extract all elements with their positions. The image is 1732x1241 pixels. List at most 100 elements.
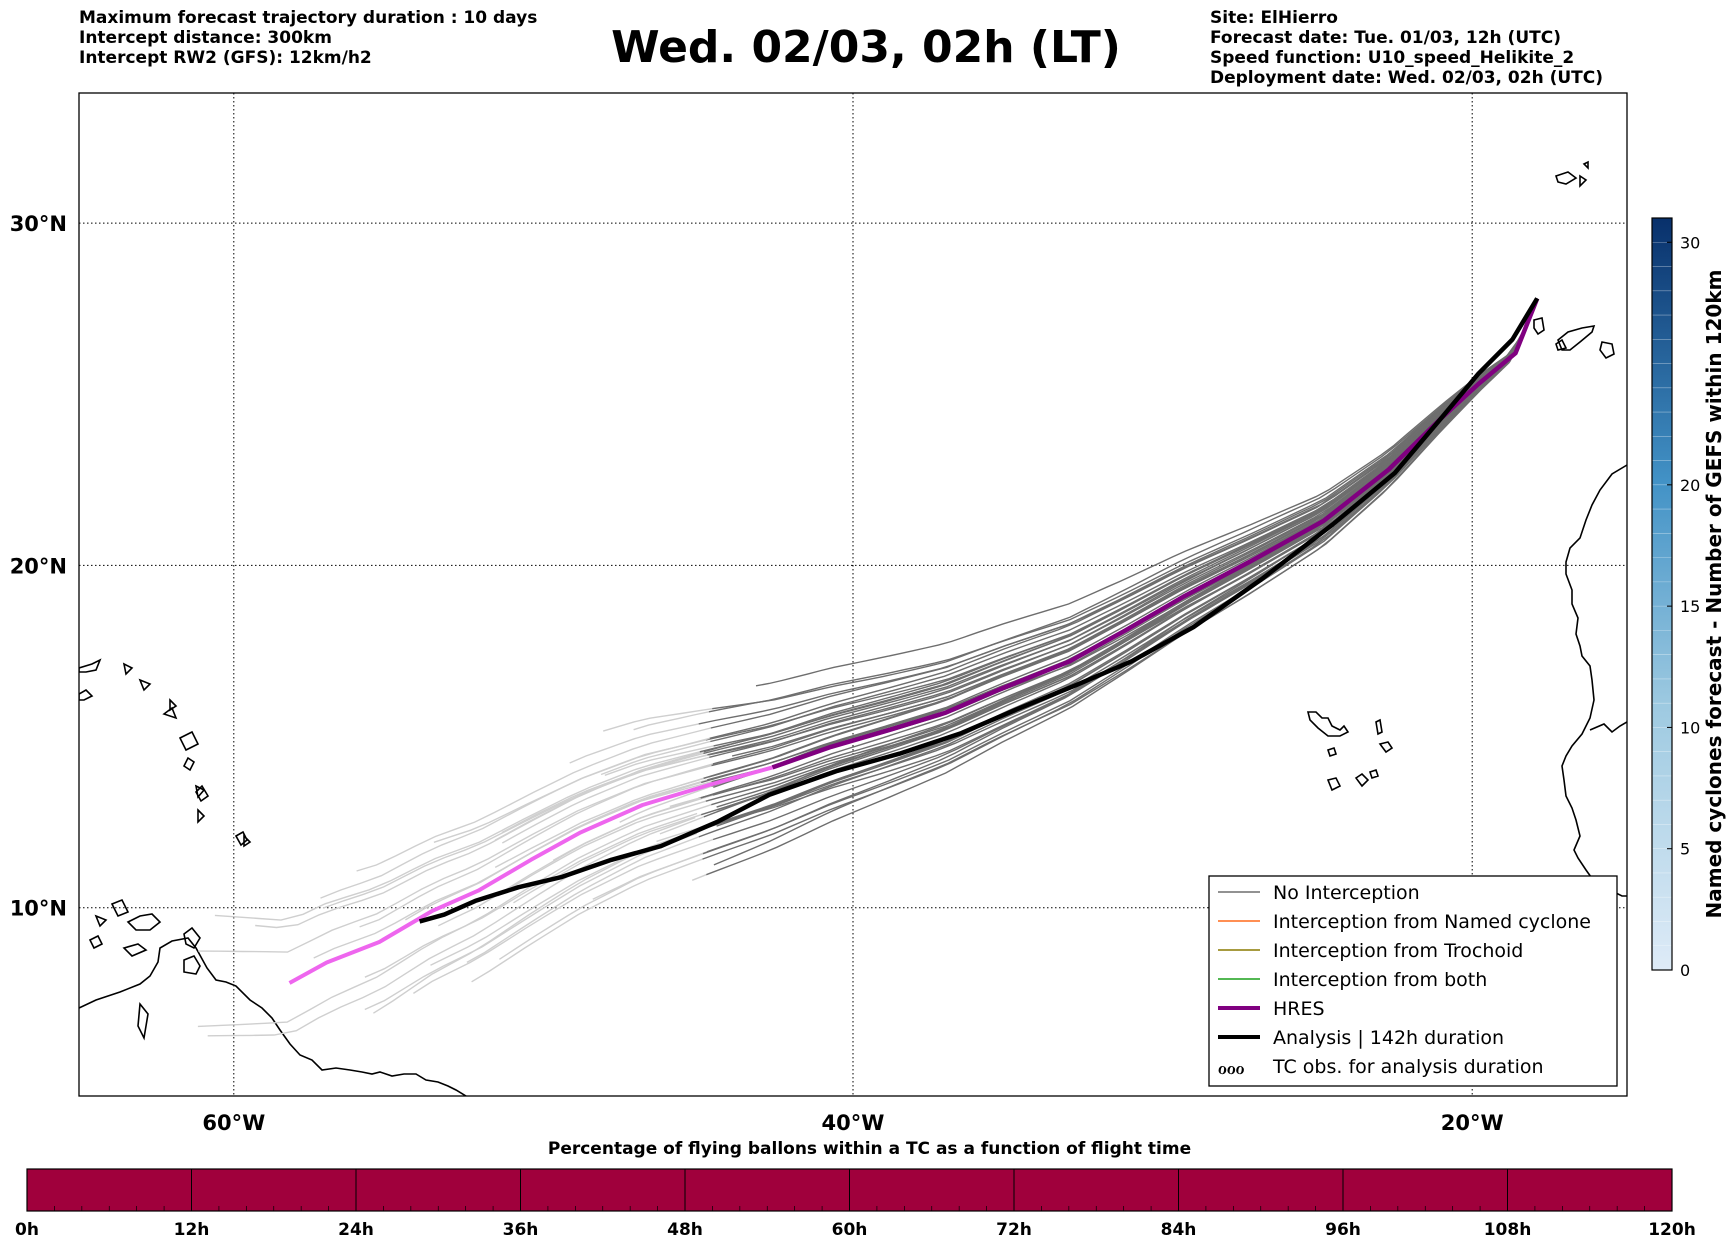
legend: No Interception Interception from Named c… — [1208, 875, 1618, 1087]
ensemble-trajectory-late — [619, 785, 712, 823]
flight-time-tick-label: 84h — [1161, 1220, 1197, 1240]
madeira-islands — [1554, 160, 1589, 188]
ensemble-trajectory-late — [471, 858, 703, 983]
legend-item: Analysis | 142h duration — [1218, 1027, 1504, 1049]
ensemble-trajectory-late — [255, 751, 705, 929]
flight-time-tick-label: 108h — [1484, 1220, 1532, 1240]
flight-time-tick-label: 48h — [667, 1220, 703, 1240]
flight-time-tick-label: 0h — [15, 1220, 39, 1240]
ensemble-trajectory-late — [313, 781, 702, 959]
intercept-distance-line: Intercept distance: 300km — [79, 28, 332, 48]
lat-tick-label: 20°N — [10, 554, 67, 578]
max-duration-line: Maximum forecast trajectory duration : 1… — [79, 8, 538, 28]
page-title: Wed. 02/03, 02h (LT) — [611, 22, 1121, 73]
caribbean-coast — [79, 937, 467, 1096]
ensemble-trajectory-late — [466, 836, 700, 964]
legend-item: ℴℴℴ TC obs. for analysis duration — [1218, 1056, 1544, 1079]
ensemble-trajectory — [755, 298, 1538, 687]
ensemble-trajectory — [711, 298, 1538, 767]
leeward-islands — [88, 898, 162, 1041]
flight-time-tick-label: 120h — [1648, 1220, 1696, 1240]
flight-time-tick-label: 96h — [1325, 1220, 1361, 1240]
lon-tick-label: 20°W — [1441, 1111, 1504, 1135]
colorbar-gradient — [1652, 218, 1672, 970]
colorbar-tick-label: 15 — [1680, 597, 1700, 616]
lon-tick-label: 60°W — [202, 1111, 265, 1135]
ensemble-trajectory-late — [214, 751, 700, 921]
ensemble-trajectory-late — [691, 874, 707, 881]
cape-verde-islands — [1306, 711, 1394, 792]
analysis-trajectory — [419, 297, 1540, 924]
map-frame — [78, 92, 1628, 1097]
legend-label: TC obs. for analysis duration — [1272, 1056, 1544, 1078]
hres-trajectory-tail — [288, 765, 774, 985]
flight-time-tick-label: 72h — [996, 1220, 1032, 1240]
legend-item: Interception from both — [1218, 969, 1487, 991]
colorbar-tick-label: 0 — [1680, 961, 1690, 980]
ensemble-trajectory-late — [364, 812, 698, 978]
flight-time-tick-label: 12h — [174, 1220, 210, 1240]
axis-tick-labels: 60°W 40°W 20°W 30°N 20°N 10°N — [10, 212, 1504, 1135]
legend-label: No Interception — [1273, 882, 1420, 904]
ensemble-trajectory — [713, 298, 1538, 866]
ensemble-trajectory-late — [494, 777, 704, 869]
africa-coast — [1561, 464, 1627, 897]
legend-label: Interception from Trochoid — [1273, 940, 1523, 962]
trajectory-settings: Maximum forecast trajectory duration : 1… — [79, 8, 537, 68]
ensemble-trajectory — [712, 298, 1538, 710]
hres-trajectory — [771, 297, 1540, 770]
flight-time-tick-label: 60h — [832, 1220, 868, 1240]
lon-tick-label: 40°W — [822, 1111, 885, 1135]
colorbar-title: Named cyclones forecast - Number of GEFS… — [1702, 270, 1726, 919]
ensemble-trajectory-late — [322, 754, 708, 909]
ensemble-trajectory-late — [513, 814, 702, 904]
forecast-date-line: Forecast date: Tue. 01/03, 12h (UTC) — [1210, 28, 1561, 48]
ensemble-trajectory-late — [413, 838, 714, 994]
ensemble-trajectory-late — [659, 816, 705, 835]
ensemble-trajectory-late — [602, 708, 713, 732]
ensemble-trajectory-late — [633, 711, 710, 731]
legend-item: No Interception — [1218, 882, 1420, 904]
colorbar-tick-label: 10 — [1680, 718, 1700, 737]
ensemble-trajectory-late — [430, 826, 708, 966]
coastlines — [79, 160, 1627, 1096]
legend-box — [1208, 875, 1618, 1087]
ensemble-trajectory-late — [356, 727, 711, 872]
trinidad-island — [183, 955, 201, 975]
ensemble-trajectory-late — [552, 797, 702, 861]
legend-label: Analysis | 142h duration — [1273, 1027, 1504, 1049]
ensemble-trajectory-late — [592, 853, 704, 900]
legend-item: Interception from Named cyclone — [1218, 911, 1591, 933]
colorbar-tick-label: 30 — [1680, 233, 1700, 252]
colorbar-tick-label: 20 — [1680, 476, 1700, 495]
intercept-rw2-line: Intercept RW2 (GFS): 12km/h2 — [79, 48, 372, 68]
ensemble-trajectory — [710, 298, 1538, 729]
flight-time-colorbar: Percentage of flying ballons within a TC… — [15, 1139, 1696, 1240]
graticule — [79, 93, 1627, 1096]
lat-tick-label: 10°N — [10, 897, 67, 921]
site-settings: Site: ElHierro Forecast date: Tue. 01/03… — [1210, 8, 1603, 88]
flight-time-title: Percentage of flying ballons within a TC… — [548, 1139, 1191, 1159]
legend-item: HRES — [1218, 998, 1325, 1020]
lat-tick-label: 30°N — [10, 212, 67, 236]
africa-coast-detail — [1589, 721, 1627, 734]
colorbar-frame — [1651, 217, 1673, 971]
trajectory-lines — [197, 297, 1540, 1037]
ensemble-trajectory — [709, 298, 1538, 758]
ensemble-trajectory-late — [207, 816, 696, 1037]
ensemble-trajectory-late — [501, 756, 710, 844]
ensemble-trajectory-late — [604, 745, 714, 776]
ensemble-trajectory-late — [600, 740, 711, 776]
ensemble-trajectory — [709, 298, 1538, 739]
ensemble-trajectory-late — [569, 723, 699, 764]
ensemble-trajectory — [716, 298, 1538, 808]
ensemble-trajectory — [708, 298, 1538, 713]
site-line: Site: ElHierro — [1210, 8, 1338, 28]
legend-label: Interception from Named cyclone — [1273, 911, 1591, 933]
flight-time-tick-label: 36h — [503, 1220, 539, 1240]
puerto-rico-coast — [79, 658, 102, 701]
ensemble-trajectory — [705, 298, 1538, 741]
deployment-date-line: Deployment date: Wed. 02/03, 02h (UTC) — [1210, 68, 1604, 88]
